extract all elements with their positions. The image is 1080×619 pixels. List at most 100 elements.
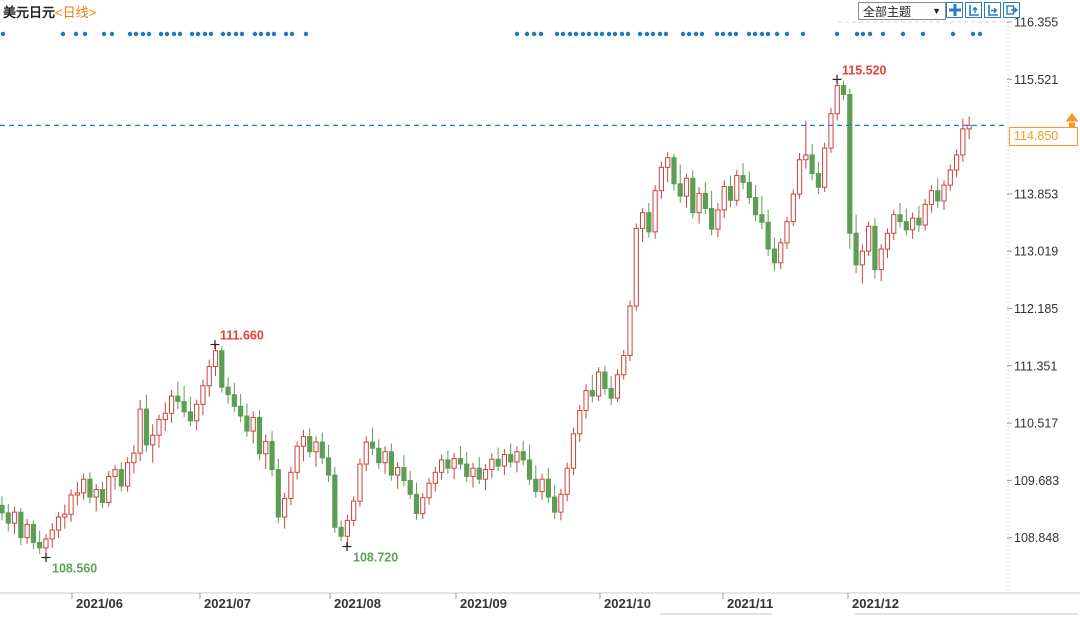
candle-body[interactable] [18, 511, 24, 539]
candle-body[interactable] [702, 192, 708, 210]
event-dot[interactable] [82, 31, 88, 37]
event-dot[interactable] [171, 31, 177, 37]
candle-body[interactable] [470, 467, 476, 477]
event-dot[interactable] [265, 31, 271, 37]
event-dot[interactable] [663, 31, 669, 37]
event-dot[interactable] [693, 31, 699, 37]
pan-right-button[interactable] [1003, 2, 1020, 18]
candle-body[interactable] [583, 390, 589, 411]
candle-body[interactable] [351, 500, 357, 521]
event-dot[interactable] [860, 31, 866, 37]
candle-body[interactable] [658, 166, 664, 192]
candle-body[interactable] [790, 193, 796, 223]
event-dot[interactable] [650, 31, 656, 37]
candle-body[interactable] [872, 225, 878, 271]
event-dot[interactable] [177, 31, 183, 37]
candle-body[interactable] [150, 434, 156, 446]
candle-body[interactable] [759, 214, 765, 223]
candle-body[interactable] [508, 453, 514, 463]
candle-body[interactable] [514, 451, 520, 463]
candle-body[interactable] [834, 85, 840, 115]
candle-body[interactable] [457, 458, 464, 465]
event-dot[interactable] [637, 31, 643, 37]
candle-body[interactable] [420, 497, 426, 515]
candle-body[interactable] [137, 408, 143, 454]
candle-body[interactable] [495, 458, 501, 467]
event-dot[interactable] [252, 31, 258, 37]
candle-body[interactable] [683, 177, 690, 197]
candle-body[interactable] [633, 227, 639, 307]
candle-body[interactable] [677, 183, 683, 197]
event-dot[interactable] [283, 31, 289, 37]
candle-body[interactable] [344, 519, 350, 537]
candle-body[interactable] [244, 415, 250, 432]
event-dot[interactable] [733, 31, 739, 37]
event-dot[interactable] [258, 31, 264, 37]
candle-body[interactable] [451, 458, 457, 469]
candle-body[interactable] [376, 447, 382, 464]
candle-body[interactable] [401, 467, 407, 482]
event-dot[interactable] [226, 31, 232, 37]
event-dot[interactable] [189, 31, 195, 37]
candle-body[interactable] [24, 524, 30, 539]
candle-body[interactable] [43, 538, 49, 549]
candle-body[interactable] [570, 433, 577, 469]
candle-body[interactable] [916, 217, 922, 226]
candle-body[interactable] [866, 225, 872, 252]
event-dot[interactable] [599, 31, 605, 37]
event-dot[interactable] [834, 31, 840, 37]
candle-body[interactable] [577, 409, 583, 435]
candle-body[interactable] [307, 436, 313, 453]
candle-body[interactable] [62, 513, 68, 518]
candle-body[interactable] [275, 469, 281, 518]
event-dot[interactable] [867, 31, 873, 37]
event-dot[interactable] [970, 31, 976, 37]
candle-body[interactable] [884, 232, 891, 250]
candle-body[interactable] [206, 366, 212, 387]
event-dot[interactable] [606, 31, 612, 37]
event-dot[interactable] [593, 31, 599, 37]
candle-body[interactable] [200, 385, 206, 405]
candle-body[interactable] [413, 493, 420, 515]
candle-body[interactable] [903, 221, 909, 231]
candle-body[interactable] [231, 394, 237, 407]
candle-body[interactable] [596, 371, 602, 397]
candle-body[interactable] [37, 541, 43, 549]
candle-body[interactable] [589, 390, 595, 397]
candle-body[interactable] [194, 403, 200, 422]
candle-body[interactable] [432, 471, 438, 484]
event-dot[interactable] [158, 31, 164, 37]
event-dot[interactable] [208, 31, 214, 37]
event-dot[interactable] [73, 31, 79, 37]
candle-body[interactable] [696, 192, 702, 214]
candle-body[interactable] [753, 197, 759, 216]
candle-body[interactable] [357, 463, 363, 502]
candle-body[interactable] [897, 214, 903, 223]
event-dot[interactable] [765, 31, 771, 37]
event-dot[interactable] [195, 31, 201, 37]
event-dot[interactable] [625, 31, 631, 37]
candle-body[interactable] [621, 355, 627, 376]
candle-body[interactable] [815, 172, 821, 188]
candle-body[interactable] [0, 504, 5, 514]
event-dot[interactable] [514, 31, 520, 37]
candle-body[interactable] [859, 250, 865, 266]
candle-body[interactable] [614, 374, 621, 399]
event-dot[interactable] [784, 31, 790, 37]
candle-body[interactable] [162, 412, 168, 420]
candle-body[interactable] [112, 469, 118, 477]
candle-body[interactable] [501, 453, 507, 467]
candle-body[interactable] [847, 93, 853, 234]
candle-body[interactable] [602, 371, 608, 390]
event-dot[interactable] [109, 31, 115, 37]
event-dot[interactable] [146, 31, 152, 37]
candle-body[interactable] [771, 248, 778, 264]
candle-body[interactable] [778, 242, 784, 264]
candle-body[interactable] [219, 350, 225, 388]
candle-body[interactable] [93, 489, 99, 498]
candle-body[interactable] [5, 512, 11, 524]
candle-body[interactable] [300, 436, 307, 447]
candle-body[interactable] [727, 186, 734, 201]
candle-body[interactable] [464, 463, 470, 477]
